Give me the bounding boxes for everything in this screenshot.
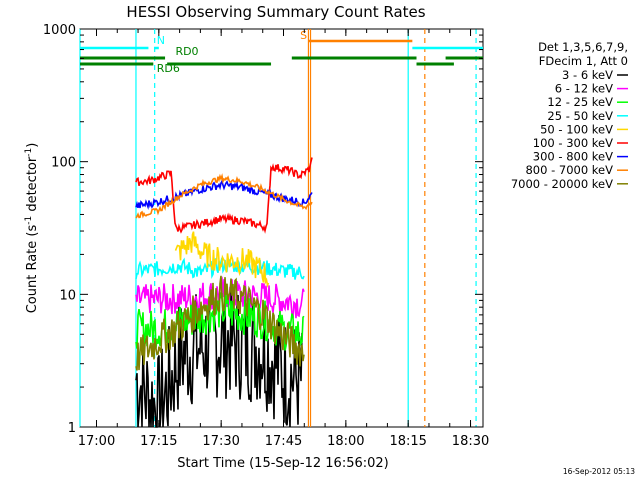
- series-line-100-300-kev: [135, 157, 313, 234]
- legend-label-800-7000-kev: 800 - 7000 keV: [525, 163, 613, 177]
- series-layer: [135, 157, 313, 428]
- y-tick-label: 1: [68, 421, 76, 436]
- series-line-300-800-kev: [135, 179, 313, 210]
- series-line-7000-20000-kev: [135, 275, 305, 371]
- legend-label-300-800-kev: 300 - 800 keV: [533, 150, 613, 164]
- legend-label-50-100-kev: 50 - 100 keV: [540, 122, 613, 136]
- flag-bars: N S RD0 RD6: [80, 29, 483, 75]
- x-tick-label: 18:00: [327, 434, 364, 449]
- legend-header-line-1: Det 1,3,5,6,7,9,: [538, 40, 628, 54]
- flag-label-rd0: RD0: [175, 45, 198, 58]
- timestamp: 16-Sep-2012 05:13: [563, 467, 635, 476]
- x-tick-label: 17:30: [202, 434, 239, 449]
- vertical-markers: [79, 29, 477, 427]
- y-axis-label: Count Rate (s-1 detector-1): [24, 143, 40, 314]
- x-tick-label: 18:15: [389, 434, 426, 449]
- legend-label-100-300-kev: 100 - 300 keV: [533, 136, 613, 150]
- series-line-3-6-kev: [135, 282, 303, 428]
- legend: Det 1,3,5,6,7,9, FDecim 1, Att 0 3 - 6 k…: [511, 40, 628, 191]
- y-tick-label: 1000: [43, 23, 76, 38]
- legend-label-12-25-kev: 12 - 25 keV: [547, 95, 613, 109]
- legend-label-6-12-kev: 6 - 12 keV: [555, 82, 613, 96]
- chart-title: HESSI Observing Summary Count Rates: [126, 3, 425, 21]
- y-tick-label: 10: [59, 288, 76, 303]
- series-line-50-100-kev: [174, 231, 270, 289]
- x-axis-label: Start Time (15-Sep-12 16:56:02): [177, 456, 388, 471]
- x-tick-label: 18:30: [452, 434, 489, 449]
- x-tick-label: 17:45: [265, 434, 302, 449]
- y-tick-label: 100: [51, 156, 76, 171]
- flag-label-n: N: [157, 34, 165, 47]
- legend-label-7000-20000-kev: 7000 - 20000 keV: [511, 177, 613, 191]
- x-tick-label: 17:00: [78, 434, 115, 449]
- series-line-800-7000-kev: [135, 173, 313, 219]
- axis-ticks: 17:00 17:15 17:30 17:45 18:00 18:15 18:30 1 10 10…: [43, 23, 489, 449]
- flag-label-s: S: [300, 29, 307, 42]
- legend-header-line-2: FDecim 1, Att 0: [539, 54, 628, 68]
- legend-label-3-6-kev: 3 - 6 keV: [562, 68, 613, 82]
- flag-label-rd6: RD6: [157, 62, 180, 75]
- legend-label-25-50-kev: 25 - 50 keV: [547, 109, 613, 123]
- x-tick-label: 17:15: [140, 434, 177, 449]
